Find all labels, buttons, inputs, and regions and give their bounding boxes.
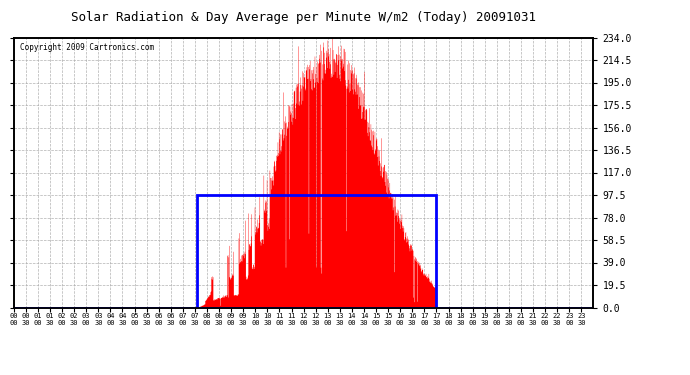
Text: Copyright 2009 Cartronics.com: Copyright 2009 Cartronics.com <box>19 43 154 52</box>
Text: Solar Radiation & Day Average per Minute W/m2 (Today) 20091031: Solar Radiation & Day Average per Minute… <box>71 11 536 24</box>
Bar <box>197 195 437 308</box>
